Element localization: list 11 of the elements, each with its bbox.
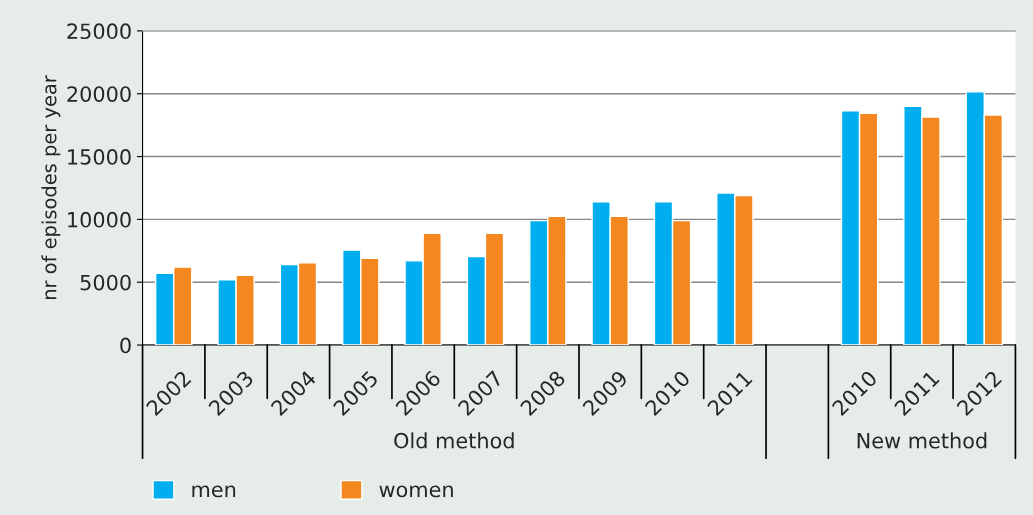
y-tick-label: 15000: [68, 149, 131, 165]
y-tick-label: 25000: [67, 23, 131, 40]
text: New method: [857, 432, 987, 449]
legend-label: men: [192, 485, 236, 498]
y-tick-label: 0: [120, 337, 131, 354]
y-tick-label: 10000: [68, 211, 131, 228]
y-tick-label: 5000: [80, 274, 131, 291]
text: Old method: [394, 432, 514, 449]
y-tick-label: 20000: [67, 86, 131, 102]
legend-label: women: [379, 485, 453, 498]
y-axis-title: nr of episodes per year: [41, 75, 61, 300]
